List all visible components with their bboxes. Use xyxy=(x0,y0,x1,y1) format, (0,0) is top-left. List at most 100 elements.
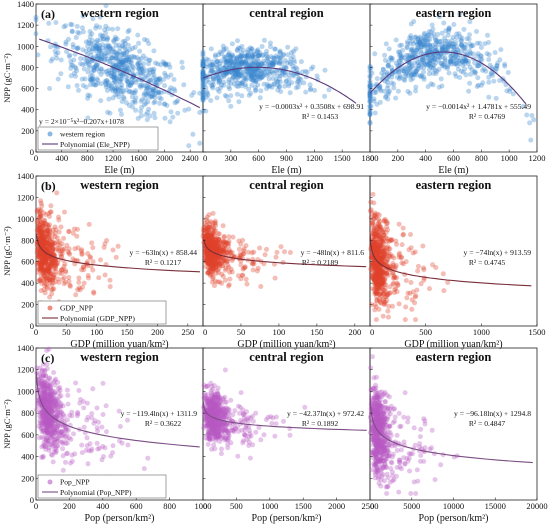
data-point xyxy=(75,409,81,415)
data-point xyxy=(105,109,111,115)
data-point xyxy=(197,90,203,96)
data-point xyxy=(367,78,373,84)
data-point xyxy=(208,62,214,68)
data-point xyxy=(243,276,249,282)
data-point xyxy=(304,69,310,75)
data-point xyxy=(221,256,227,262)
data-point xyxy=(171,77,177,82)
data-point xyxy=(118,65,124,71)
data-point xyxy=(287,426,293,431)
data-point xyxy=(200,71,206,77)
data-point xyxy=(374,281,380,287)
data-point xyxy=(131,65,136,71)
data-point xyxy=(156,89,162,95)
data-point xyxy=(52,48,58,54)
data-point xyxy=(210,274,216,280)
data-point xyxy=(372,110,378,116)
data-point xyxy=(78,61,83,67)
data-point xyxy=(39,454,45,460)
data-point xyxy=(143,112,149,118)
data-point xyxy=(470,51,476,57)
data-point xyxy=(151,110,157,116)
data-point xyxy=(277,73,283,79)
data-point xyxy=(40,238,46,244)
data-point xyxy=(227,276,233,282)
x-tick-label: 1000 xyxy=(501,153,518,163)
panel-title: eastern region xyxy=(416,178,492,192)
data-point xyxy=(267,68,273,74)
data-point xyxy=(96,275,102,281)
data-point xyxy=(466,88,472,94)
data-point xyxy=(69,22,75,28)
row-label: (b) xyxy=(41,179,56,193)
data-point xyxy=(474,29,479,34)
data-point xyxy=(33,17,39,23)
data-point xyxy=(132,99,138,105)
data-point xyxy=(238,83,244,89)
data-point xyxy=(113,55,119,61)
data-point xyxy=(212,283,217,289)
data-point xyxy=(145,99,151,105)
data-point xyxy=(121,51,127,56)
data-point xyxy=(249,53,255,59)
data-point xyxy=(102,52,108,58)
data-point xyxy=(146,106,152,112)
data-point xyxy=(56,217,62,223)
data-point xyxy=(258,437,264,443)
data-point xyxy=(257,245,263,251)
data-point xyxy=(239,43,245,49)
data-point xyxy=(273,53,279,59)
data-point xyxy=(259,74,265,80)
y-tick-label: 1400 xyxy=(17,0,34,9)
data-point xyxy=(86,47,92,53)
data-point xyxy=(207,242,213,248)
data-point xyxy=(120,59,125,65)
data-point xyxy=(87,73,93,79)
data-point xyxy=(271,59,277,65)
data-point xyxy=(243,53,248,59)
data-point xyxy=(153,80,159,86)
data-point xyxy=(274,249,280,255)
panel-title: western region xyxy=(80,350,159,364)
data-point xyxy=(180,65,185,71)
data-point xyxy=(132,90,138,96)
data-point xyxy=(382,301,388,307)
data-point xyxy=(242,82,248,88)
data-point xyxy=(167,87,173,93)
data-point xyxy=(120,50,126,56)
panel-title: western region xyxy=(80,6,159,20)
data-point xyxy=(221,65,227,71)
data-point xyxy=(367,83,373,89)
data-point xyxy=(130,46,136,51)
data-point xyxy=(293,46,299,52)
data-point xyxy=(125,29,131,35)
data-point xyxy=(98,48,104,54)
data-point xyxy=(38,373,44,378)
data-point xyxy=(480,67,486,73)
data-point xyxy=(95,55,101,61)
data-point xyxy=(397,58,403,64)
data-point xyxy=(91,65,96,71)
data-point xyxy=(285,52,291,58)
data-point xyxy=(413,317,418,323)
data-point xyxy=(94,80,100,86)
panel-title: western region xyxy=(80,178,159,192)
data-point xyxy=(477,40,483,46)
data-point xyxy=(112,86,118,92)
data-point xyxy=(126,42,132,48)
data-point xyxy=(168,85,174,91)
data-point xyxy=(235,38,240,44)
data-point xyxy=(275,87,281,93)
data-point xyxy=(127,47,133,53)
data-point xyxy=(112,77,118,83)
data-point xyxy=(130,104,136,110)
data-point xyxy=(271,71,276,77)
data-point xyxy=(124,78,130,84)
data-point xyxy=(83,447,89,453)
data-point xyxy=(253,66,259,72)
data-point xyxy=(117,71,123,77)
data-point xyxy=(96,48,102,54)
data-point xyxy=(120,88,126,94)
data-point xyxy=(274,68,280,74)
data-point xyxy=(200,86,206,92)
